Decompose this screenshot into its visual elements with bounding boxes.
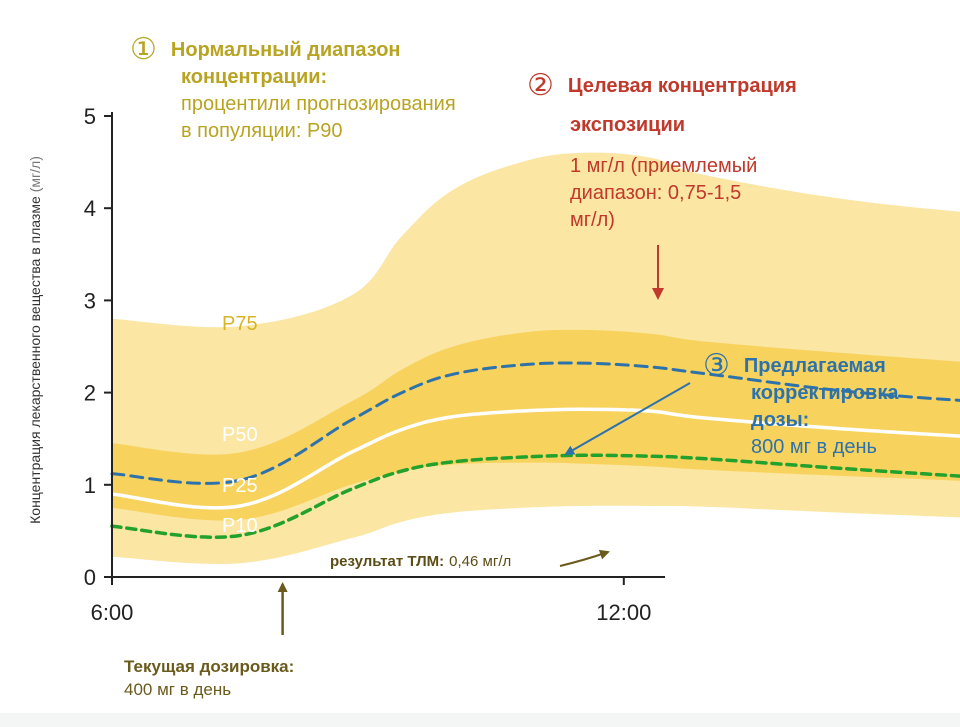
y-tick-label: 4: [84, 196, 96, 221]
y-axis-title: Концентрация лекарственного вещества в п…: [27, 196, 43, 524]
normal-range-body-1: процентили прогнозирования: [181, 93, 456, 115]
tdm-label-bold: результат ТЛМ:: [330, 553, 444, 570]
annotation-number-2: ②: [527, 69, 554, 102]
y-axis-label: Концентрация лекарственного вещества в п…: [27, 156, 43, 524]
x-tick-label: 12:00: [596, 600, 651, 625]
adjustment-title-2: корректировка: [751, 382, 899, 404]
adjustment-title-3: дозы:: [751, 409, 810, 431]
current-dose-body: 400 мг в день: [124, 680, 232, 699]
annotation-number-1: ①: [130, 33, 157, 66]
target-body-2: диапазон: 0,75-1,5: [570, 182, 742, 204]
y-axis-unit: (мг/л): [27, 156, 43, 192]
target-title-2: экспозиции: [570, 114, 686, 136]
y-tick-label: 1: [84, 473, 96, 498]
annotation-number-3: ③: [703, 349, 730, 382]
band-label-p50: P50: [222, 424, 258, 446]
band-label-p25: P25: [222, 475, 258, 497]
annotation-adjustment: ③ Предлагаемая корректировка дозы: 800 мг…: [703, 349, 899, 461]
current-dose-title: Текущая дозировка:: [124, 657, 295, 676]
concentration-curves: [110, 361, 960, 539]
bottom-strip: [0, 713, 960, 727]
y-tick-label: 0: [84, 565, 96, 590]
current-dose-line: [110, 453, 960, 539]
target-body-1: 1 мг/л (приемлемый: [570, 155, 758, 177]
normal-range-body-2: в популяции: P90: [181, 120, 343, 142]
tdm-result-label: результат ТЛМ: 0,46 мг/л: [330, 553, 511, 570]
tdm-label-value: 0,46 мг/л: [449, 553, 511, 570]
band-label-p75: P75: [222, 313, 258, 335]
adjustment-arrow: [564, 382, 691, 455]
annotation-current-dose: Текущая дозировка: 400 мг в день: [124, 655, 294, 701]
y-tick-label: 2: [84, 381, 96, 406]
y-tick-label: 3: [84, 288, 96, 313]
x-tick-label: 6:00: [91, 600, 134, 625]
target-body-3: мг/л): [570, 209, 615, 231]
annotation-normal-range: ① Нормальный диапазон концентрации: проце…: [130, 33, 456, 145]
y-axis-ticks: 0 1 2 3 4 5: [84, 104, 112, 590]
annotation-target: ② Целевая концентрация экспозиции 1 мг/л …: [527, 69, 797, 234]
adjustment-body: 800 мг в день: [751, 436, 877, 458]
band-p25-p75: [112, 329, 960, 521]
normal-range-title-2: концентрации:: [181, 66, 328, 88]
adjusted-dose-line: [110, 361, 960, 485]
normal-range-title-1: Нормальный диапазон: [170, 39, 401, 61]
adjustment-title-1: Предлагаемая: [743, 355, 886, 377]
target-title-1: Целевая концентрация: [567, 75, 797, 97]
y-tick-label: 5: [84, 104, 96, 129]
median-line: [110, 407, 960, 510]
band-label-p10: P10: [222, 515, 258, 537]
tdm-arrow: [559, 549, 610, 567]
